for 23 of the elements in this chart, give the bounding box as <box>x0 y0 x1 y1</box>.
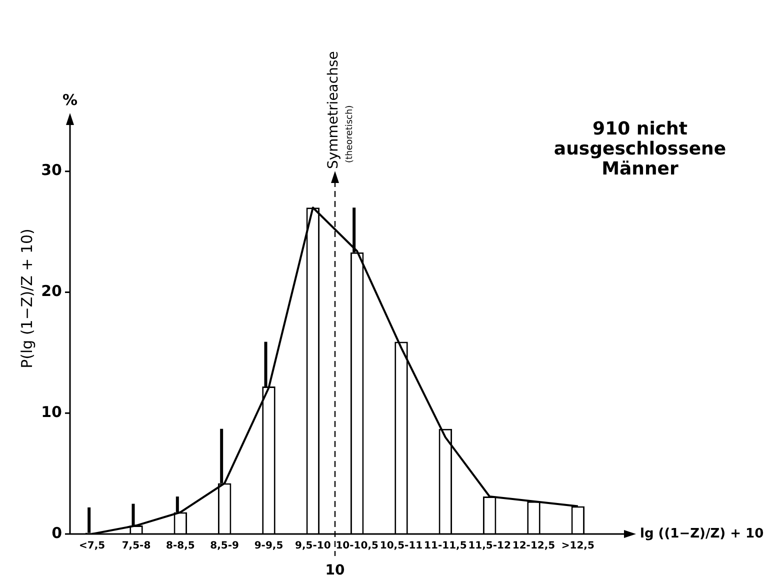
annotation: Symmetrieachse <box>326 51 342 169</box>
text: 910 nicht ausgeschlossene Männer <box>554 118 726 180</box>
text: 10 <box>325 562 345 579</box>
y-axis-title: P(lg (1−Z)/Z + 10) <box>18 228 36 368</box>
y-tick-label: 0 <box>52 524 62 542</box>
x-tick-label: 8,5-9 <box>210 540 240 552</box>
x-tick-label: 8-8,5 <box>166 540 195 552</box>
text: % <box>62 90 78 109</box>
y-tick-label: 20 <box>41 282 62 300</box>
x-tick-label: 11-11,5 <box>424 540 467 552</box>
x-tick-label: 12-12,5 <box>512 540 556 552</box>
x-tick-label: 10-10,5 <box>336 540 378 552</box>
x-axis-title: lg ((1−Z)/Z) + 10 <box>640 526 764 542</box>
y-tick-label: 10 <box>41 403 62 422</box>
annotation: (theoretisch) <box>344 105 355 163</box>
y-tick-label: 30 <box>41 161 62 180</box>
x-tick-label: 11,5-12 <box>468 540 511 552</box>
x-tick-label: 9,5-10 <box>295 540 331 552</box>
x-tick-label: <7,5 <box>79 540 106 552</box>
x-tick-label: >12,5 <box>561 540 594 552</box>
x-tick-label: 7,5-8 <box>122 540 151 552</box>
x-tick-label: 9-9,5 <box>254 540 284 552</box>
x-tick-label: 10,5-11 <box>380 540 423 552</box>
